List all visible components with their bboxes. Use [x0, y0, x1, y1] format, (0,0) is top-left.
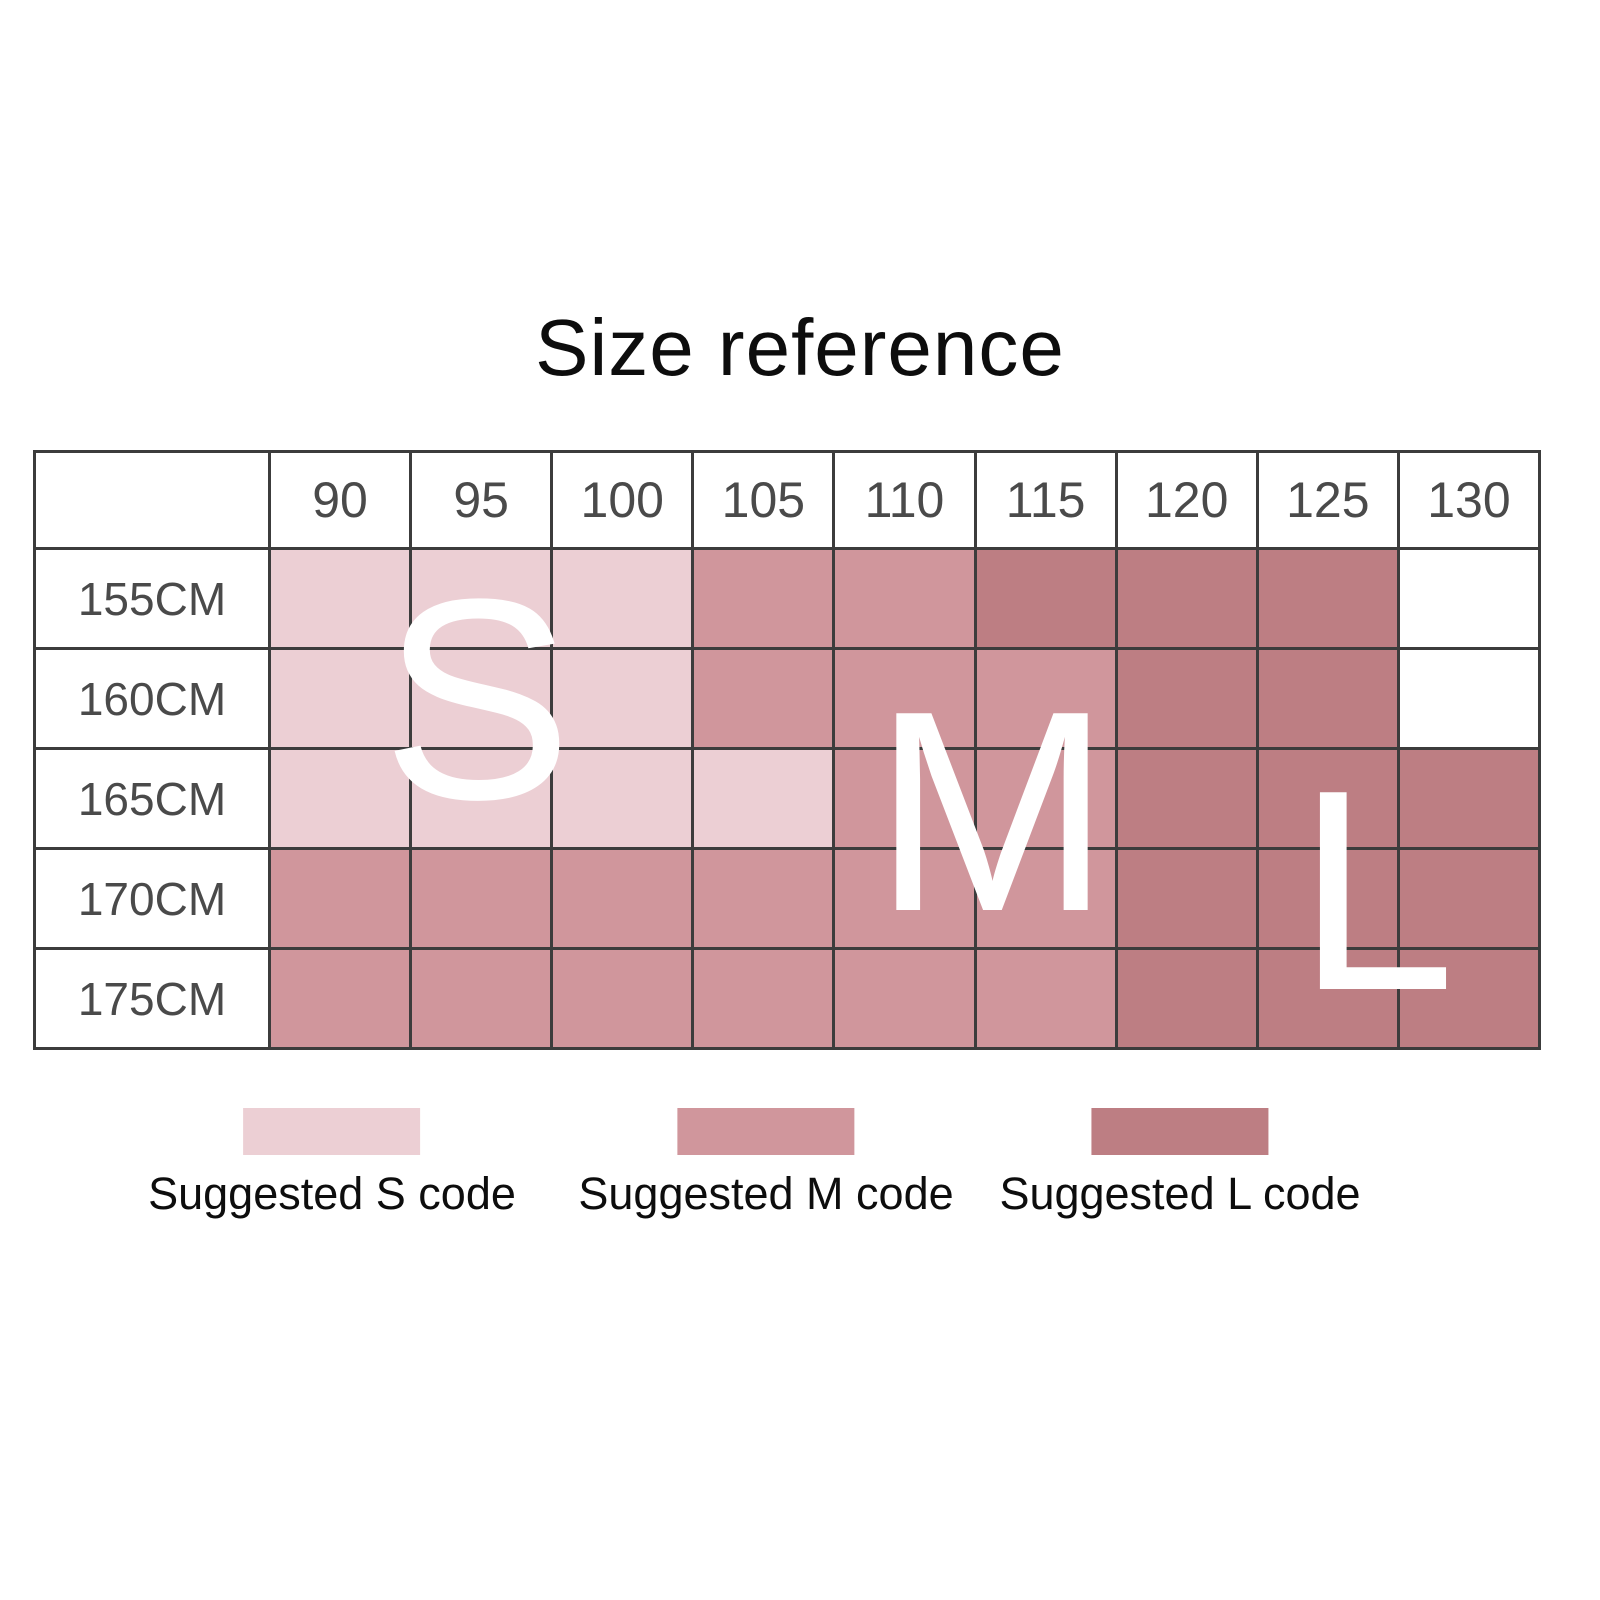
size-cell-170cm-90: [267, 847, 413, 950]
legend-label-s: Suggested S code: [148, 1168, 516, 1219]
column-header-105: 105: [691, 450, 836, 550]
size-cell-165cm-105: [691, 747, 836, 850]
size-cell-155cm-100: [550, 547, 695, 650]
size-cell-175cm-105: [691, 947, 836, 1050]
size-table-body: 90 95 100 105 110 115 120 125 130 155CM 160CM 165CM…: [33, 450, 1542, 1050]
size-cell-155cm-105: [691, 547, 836, 650]
size-cell-175cm-125: [1255, 947, 1400, 1050]
table-row-165cm: 165CM: [33, 747, 1542, 850]
size-cell-170cm-115: [973, 847, 1118, 950]
page-title: Size reference: [535, 303, 1065, 392]
size-cell-155cm-95: [409, 547, 554, 650]
table-row-155cm: 155CM: [33, 547, 1542, 650]
legend-label-m: Suggested M code: [578, 1168, 954, 1219]
size-cell-175cm-90: [267, 947, 413, 1050]
size-cell-155cm-130: [1396, 547, 1542, 650]
size-cell-170cm-120: [1114, 847, 1259, 950]
column-header-130: 130: [1396, 450, 1542, 550]
size-cell-160cm-115: [973, 647, 1118, 750]
column-header-90: 90: [267, 450, 413, 550]
size-cell-170cm-100: [550, 847, 695, 950]
column-header-110: 110: [832, 450, 977, 550]
size-cell-160cm-120: [1114, 647, 1259, 750]
row-header-170cm: 170CM: [33, 847, 271, 950]
size-cell-170cm-95: [409, 847, 554, 950]
size-cell-175cm-120: [1114, 947, 1259, 1050]
size-cell-165cm-125: [1255, 747, 1400, 850]
size-cell-170cm-130: [1396, 847, 1542, 950]
size-cell-155cm-90: [267, 547, 413, 650]
size-cell-165cm-110: [832, 747, 977, 850]
row-header-175cm: 175CM: [33, 947, 271, 1050]
size-cell-165cm-130: [1396, 747, 1542, 850]
column-header-95: 95: [409, 450, 554, 550]
size-cell-175cm-110: [832, 947, 977, 1050]
size-cell-175cm-130: [1396, 947, 1542, 1050]
size-cell-160cm-95: [409, 647, 554, 750]
column-header-115: 115: [973, 450, 1118, 550]
size-table: 90 95 100 105 110 115 120 125 130 155CM 160CM 165CM…: [33, 450, 1542, 1050]
table-row-160cm: 160CM: [33, 647, 1542, 750]
size-cell-155cm-120: [1114, 547, 1259, 650]
row-header-160cm: 160CM: [33, 647, 271, 750]
table-row-175cm: 175CM: [33, 947, 1542, 1050]
size-cell-175cm-100: [550, 947, 695, 1050]
legend-item-l: Suggested L code: [999, 1108, 1361, 1219]
size-cell-160cm-90: [267, 647, 413, 750]
size-cell-165cm-90: [267, 747, 413, 850]
legend-item-m: Suggested M code: [578, 1108, 954, 1219]
legend-item-s: Suggested S code: [148, 1108, 516, 1216]
size-cell-155cm-115: [973, 547, 1118, 650]
size-table-wrap: 90 95 100 105 110 115 120 125 130 155CM 160CM 165CM…: [33, 450, 1542, 1050]
table-header-row: 90 95 100 105 110 115 120 125 130: [33, 450, 1542, 550]
size-cell-165cm-95: [409, 747, 554, 850]
size-cell-160cm-100: [550, 647, 695, 750]
size-cell-160cm-125: [1255, 647, 1400, 750]
legend-label-l: Suggested L code: [999, 1168, 1361, 1219]
legend: Suggested S code Suggested M code Suggeste…: [0, 1108, 1600, 1228]
size-cell-160cm-105: [691, 647, 836, 750]
row-header-165cm: 165CM: [33, 747, 271, 850]
size-cell-155cm-125: [1255, 547, 1400, 650]
size-cell-155cm-110: [832, 547, 977, 650]
size-cell-170cm-105: [691, 847, 836, 950]
column-header-120: 120: [1114, 450, 1259, 550]
size-cell-165cm-115: [973, 747, 1118, 850]
legend-swatch-m: [677, 1108, 855, 1155]
size-cell-165cm-100: [550, 747, 695, 850]
table-row-170cm: 170CM: [33, 847, 1542, 950]
size-cell-175cm-115: [973, 947, 1118, 1050]
size-cell-170cm-125: [1255, 847, 1400, 950]
size-cell-170cm-110: [832, 847, 977, 950]
legend-swatch-s: [243, 1108, 421, 1155]
size-cell-165cm-120: [1114, 747, 1259, 850]
size-cell-160cm-130: [1396, 647, 1542, 750]
column-header-100: 100: [550, 450, 695, 550]
column-header-125: 125: [1255, 450, 1400, 550]
size-cell-160cm-110: [832, 647, 977, 750]
legend-swatch-l: [1091, 1108, 1269, 1155]
corner-cell: [33, 450, 271, 550]
row-header-155cm: 155CM: [33, 547, 271, 650]
size-cell-175cm-95: [409, 947, 554, 1050]
